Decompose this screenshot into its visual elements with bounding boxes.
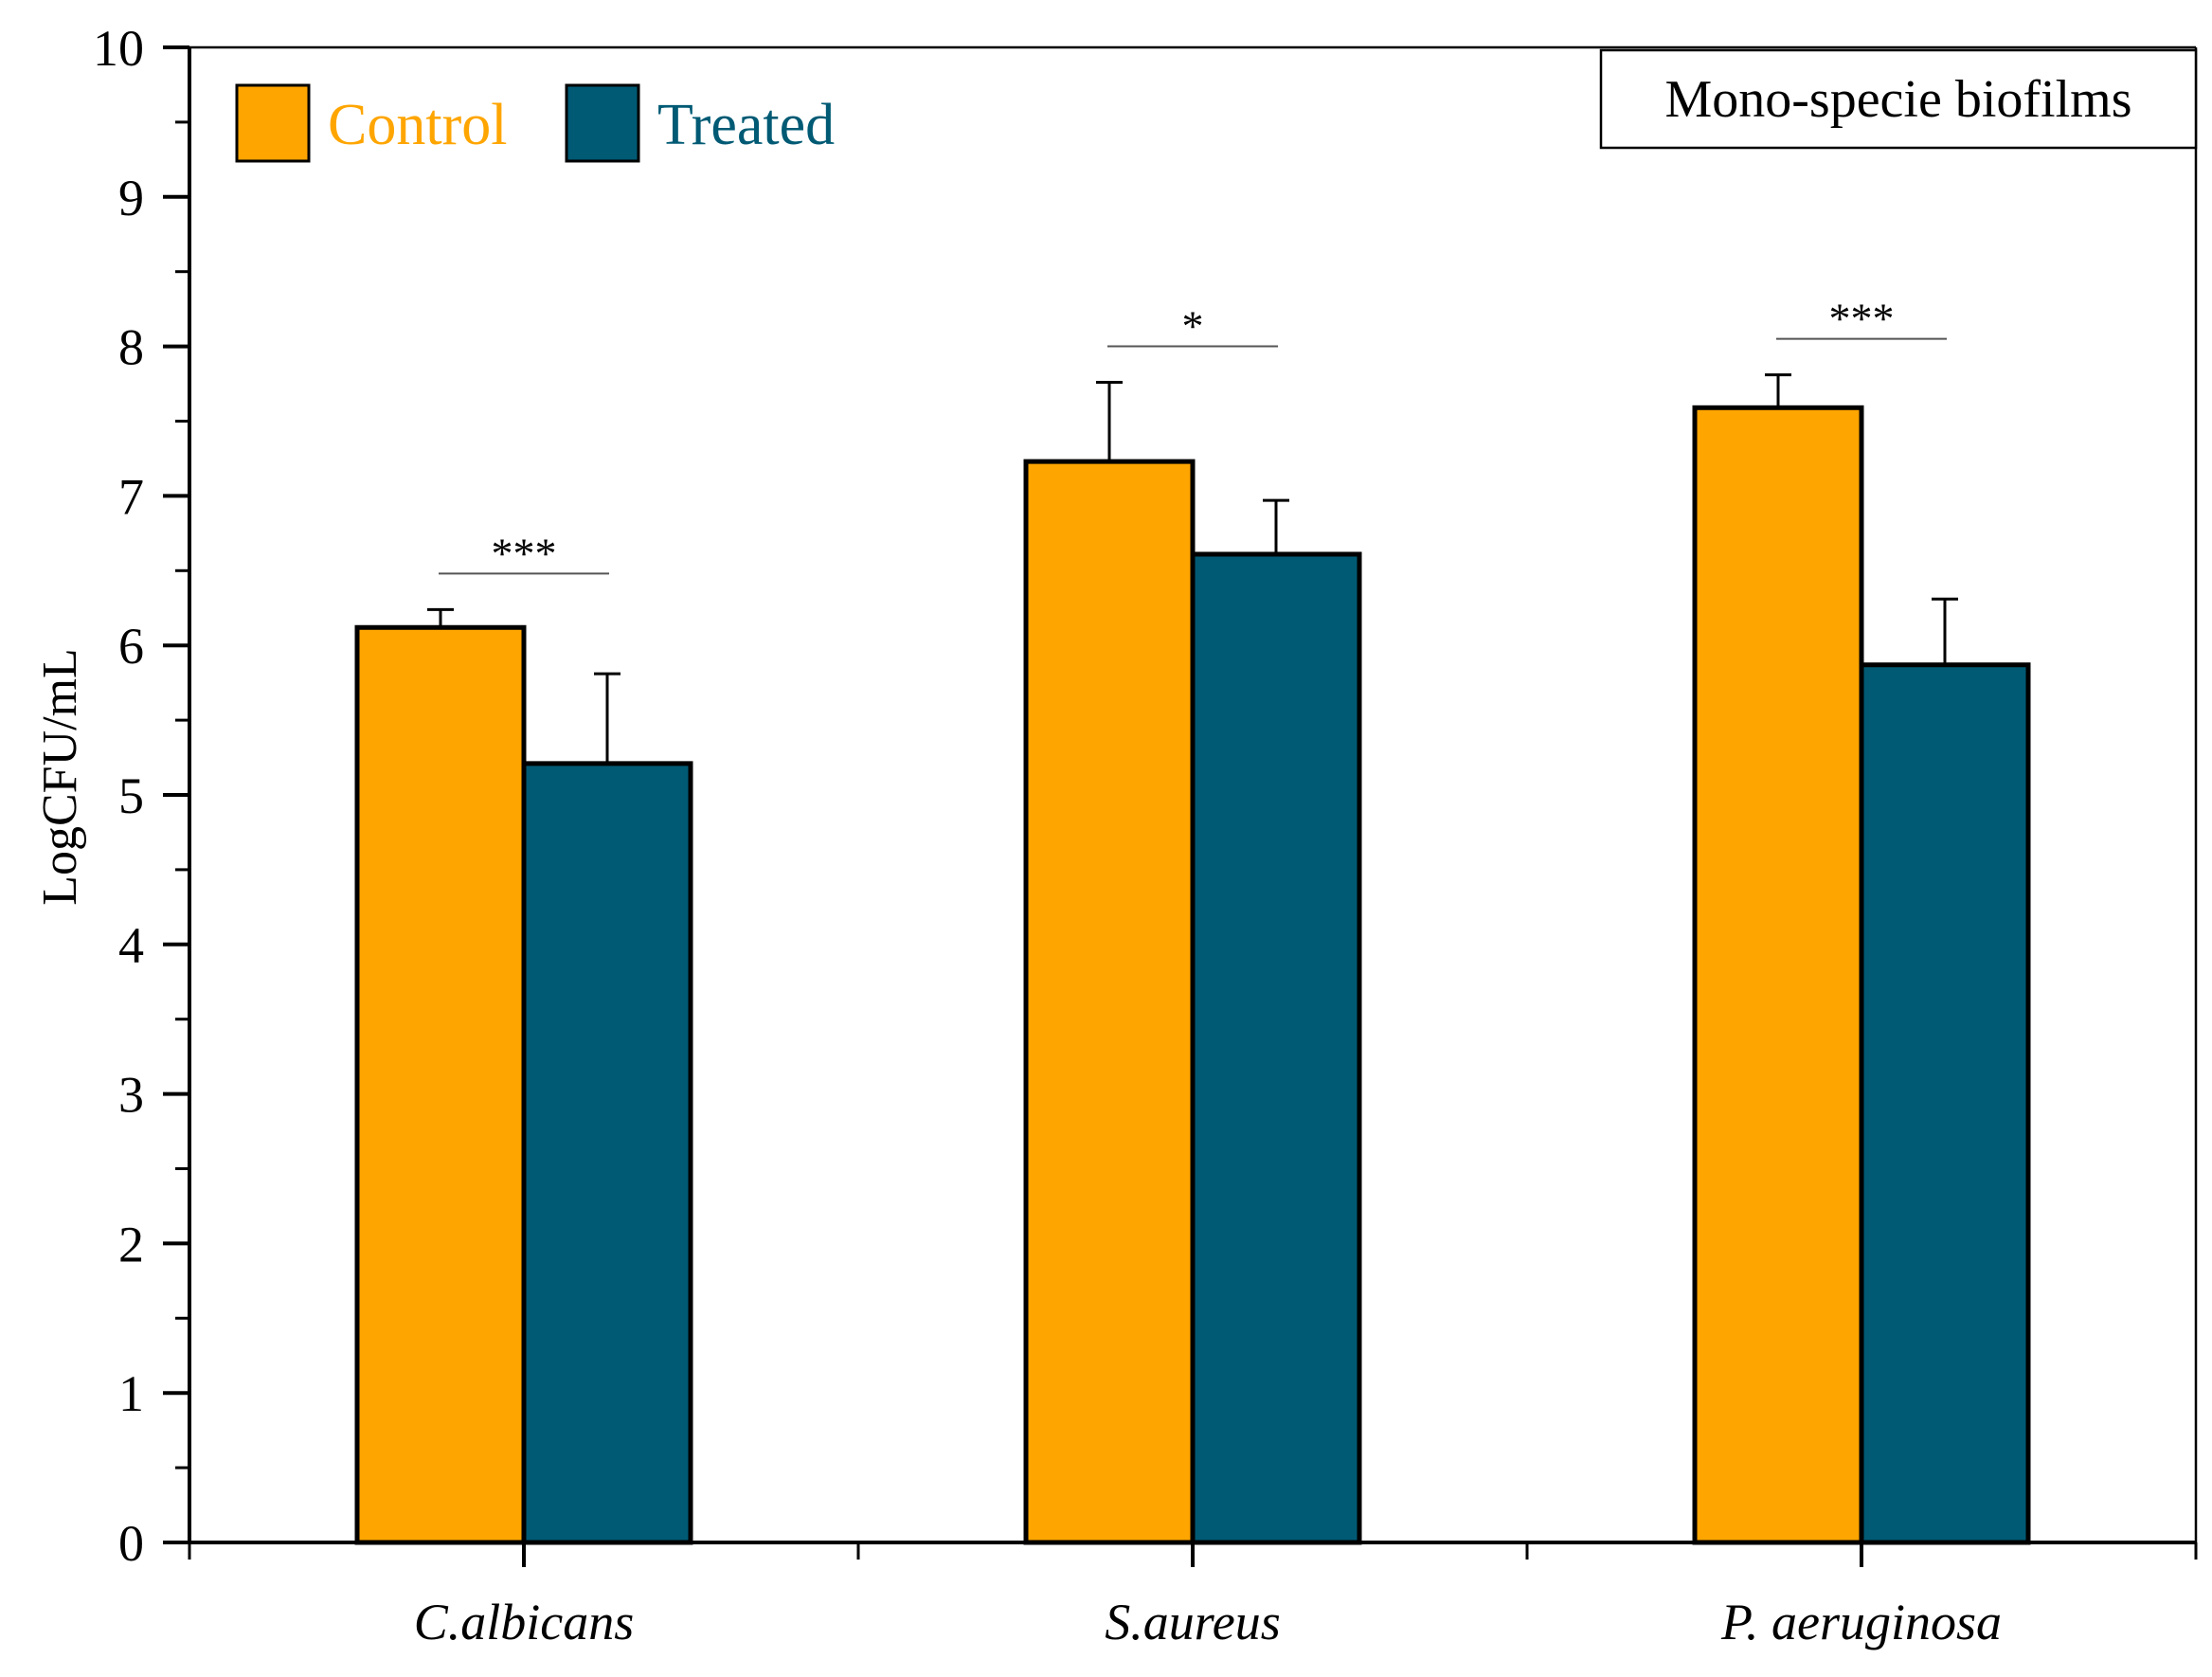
significance-layer: **** *** [439,295,1947,577]
bar-treated [1859,662,2031,1545]
bars-layer [354,405,2031,1545]
legend-label-control: Control [328,93,507,157]
chart-title: Mono-specie biofilms [1664,70,2131,129]
bar-treated [1190,551,1362,1545]
y-tick-label: 9 [118,170,144,226]
significance-marker: * [1182,301,1204,350]
y-tick-label: 8 [118,319,144,376]
error-bars-layer [427,373,1958,764]
bar-control [1023,459,1196,1545]
y-tick-label: 7 [118,468,144,525]
y-tick-label: 1 [118,1365,144,1422]
bar-control [1692,405,1864,1545]
legend-swatch-treated [565,83,640,163]
significance-marker: *** [492,529,557,577]
y-axis-label: LogCFU/mL [33,648,87,906]
y-tick-label: 5 [118,767,144,824]
legend-label-treated: Treated [657,93,835,157]
x-tick-label: C.albicans [414,1594,635,1650]
y-tick-label: 6 [118,618,144,675]
y-tick-label: 10 [93,20,144,77]
y-tick-label: 2 [118,1216,144,1272]
x-tick-label: P. aeruginosa [1720,1594,2002,1650]
legend-swatch-control [235,83,311,163]
bar-control [354,624,527,1545]
y-tick-label: 0 [118,1515,144,1572]
x-tick-label: S.aureus [1105,1594,1281,1650]
bar-treated [521,761,693,1545]
axes-layer: 0 1 2 3 4 5 6 7 8 9 10 C.albicans S.aureus P. aerugin… [93,20,2198,1650]
significance-marker: *** [1829,295,1895,343]
y-tick-label: 3 [118,1067,144,1124]
y-tick-label: 4 [118,917,144,974]
title-box: Mono-specie biofilms [1599,48,2198,150]
legend: Control Treated [235,83,835,163]
